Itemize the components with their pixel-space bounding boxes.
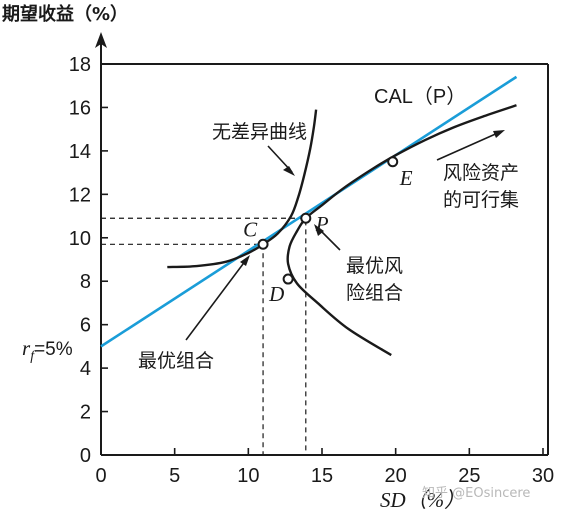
- annotation-arrows: [185, 130, 505, 341]
- x-tick-label-3: 15: [311, 465, 333, 487]
- rf-subscript: f: [30, 349, 36, 364]
- guide-line-1: [101, 217, 307, 455]
- indifference-curve-label: 无差异曲线: [212, 121, 307, 143]
- y-tick-label-6: 12: [69, 184, 91, 206]
- x-tick-label-5: 25: [458, 465, 480, 487]
- rf-label: rf=5%: [22, 336, 73, 364]
- x-tick-label-6: 30: [532, 465, 554, 487]
- rf-value: =5%: [34, 339, 73, 360]
- y-tick-label-1: 2: [80, 402, 91, 424]
- point-label-c: C: [243, 217, 258, 241]
- point-c: [257, 238, 269, 250]
- y-tick-label-8: 16: [69, 97, 91, 119]
- y-tick-label-0: 0: [80, 445, 91, 467]
- y-axis: [95, 32, 107, 455]
- y-tick-label-9: 18: [69, 54, 91, 76]
- axis-ticks: 0 5 10 15 20 25 30 0 2 4 6 8 10 12 14 16 18: [69, 54, 554, 487]
- svg-text:rf=5%: rf=5%: [22, 336, 73, 364]
- x-tick-label-1: 5: [169, 465, 180, 487]
- point-label-d: D: [268, 282, 284, 306]
- point-d: [282, 273, 294, 285]
- feasible-set-label-line2: 的可行集: [443, 189, 519, 211]
- y-axis-arrow-icon: [95, 32, 107, 48]
- y-tick-label-5: 10: [69, 228, 91, 250]
- y-tick-label-2: 4: [80, 358, 91, 380]
- x-tick-label-4: 20: [385, 465, 407, 487]
- y-tick-label-3: 6: [80, 315, 91, 337]
- y-tick-label-4: 8: [80, 271, 91, 293]
- feasible-set-curve: [286, 104, 517, 357]
- point-p: [300, 212, 312, 224]
- chart-title: 期望收益（%）: [2, 3, 128, 25]
- watermark: 知乎 @EOsincere: [422, 485, 530, 501]
- indifference-curve: [167, 109, 318, 269]
- chart-marks: C PDE: [100, 75, 518, 455]
- optimal-risky-label-line1: 最优风: [346, 255, 403, 277]
- y-tick-label-7: 14: [69, 141, 91, 163]
- x-axis-label: SD（%）: [380, 488, 465, 512]
- feasible-set-label-line1: 风险资产: [443, 162, 519, 184]
- x-tick-label-2: 10: [237, 465, 259, 487]
- cal-label: CAL（P）: [374, 85, 466, 108]
- optimal-complete-label: 最优组合: [138, 350, 214, 372]
- point-label-e: E: [399, 166, 413, 190]
- rf-symbol: r: [22, 336, 31, 360]
- point-e: [387, 156, 399, 168]
- optimal-risky-label-line2: 险组合: [346, 282, 403, 304]
- x-tick-label-0: 0: [95, 465, 106, 487]
- cal-line: [100, 75, 518, 348]
